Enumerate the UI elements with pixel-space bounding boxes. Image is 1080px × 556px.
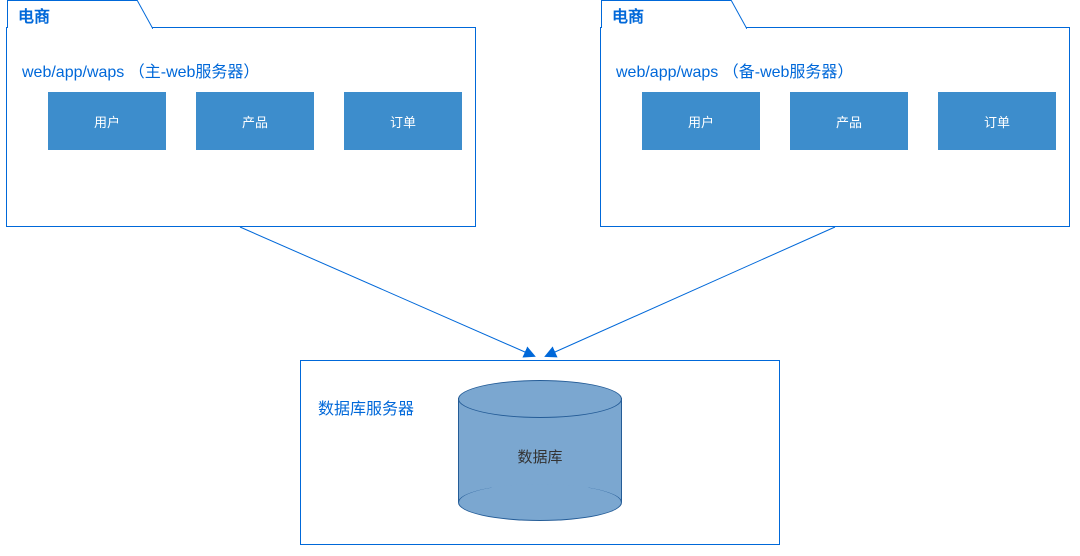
cylinder-top bbox=[458, 380, 622, 418]
database-server-title: 数据库服务器 bbox=[318, 395, 414, 419]
module-label: 产品 bbox=[836, 112, 862, 131]
module-product-primary: 产品 bbox=[196, 92, 314, 150]
primary-server-tab-title: 电商 bbox=[18, 3, 50, 27]
tab-notch-icon bbox=[731, 0, 747, 29]
module-order-primary: 订单 bbox=[344, 92, 462, 150]
tab-notch-icon bbox=[137, 0, 153, 29]
primary-server-tab: 电商 bbox=[7, 0, 137, 28]
module-label: 产品 bbox=[242, 112, 268, 131]
primary-server-subtitle: web/app/waps （主-web服务器） bbox=[22, 58, 259, 82]
backup-server-tab-title: 电商 bbox=[612, 3, 644, 27]
cylinder-bottom bbox=[458, 484, 622, 521]
module-user-primary: 用户 bbox=[48, 92, 166, 150]
backup-server-tab: 电商 bbox=[601, 0, 731, 28]
module-label: 用户 bbox=[94, 112, 120, 131]
database-label: 数据库 bbox=[458, 446, 622, 467]
module-user-backup: 用户 bbox=[642, 92, 760, 150]
diagram-canvas: 电商 web/app/waps （主-web服务器） 用户 产品 订单 电商 w… bbox=[0, 0, 1080, 556]
module-product-backup: 产品 bbox=[790, 92, 908, 150]
database-cylinder-icon: 数据库 bbox=[458, 380, 622, 520]
module-label: 用户 bbox=[688, 112, 714, 131]
backup-server-subtitle: web/app/waps （备-web服务器） bbox=[616, 58, 853, 82]
module-order-backup: 订单 bbox=[938, 92, 1056, 150]
module-label: 订单 bbox=[390, 112, 416, 131]
module-label: 订单 bbox=[984, 112, 1010, 131]
